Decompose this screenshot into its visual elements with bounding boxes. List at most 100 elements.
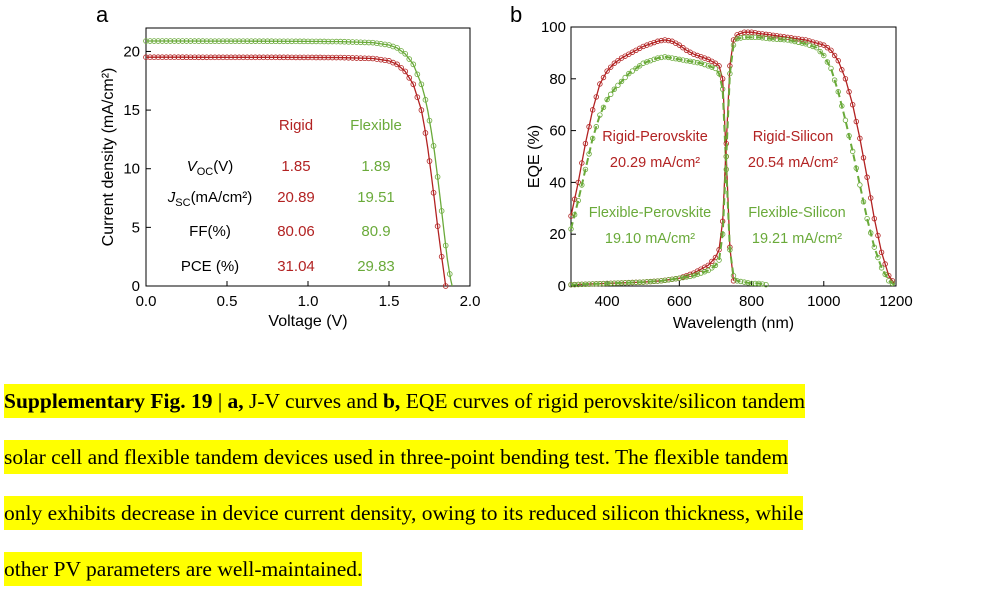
eqe-data-point [868,195,874,201]
jv-data-point [442,283,449,289]
jv-data-point [434,174,441,180]
eqe-data-point [633,279,639,286]
jv-data-point [325,38,332,45]
jv-data-point [155,54,161,61]
eqe-annotation-name: Rigid-Perovskite [602,129,708,145]
eqe-data-point [669,276,675,282]
x-tick-label-a: 0.5 [217,293,238,310]
jv-data-point [309,54,315,61]
eqe-data-point [810,43,816,50]
jv-data-point [418,81,425,88]
eqe-data-point [608,91,614,98]
jv-data-point [191,54,198,61]
x-axis-label-a: Voltage (V) [268,313,347,330]
x-axis-label-b: Wavelength (nm) [673,315,794,332]
jv-data-point [199,54,206,61]
eqe-data-point [803,41,809,47]
eqe-data-point [571,212,578,218]
eqe-data-point [716,63,722,69]
jv-data-point [252,54,259,61]
jv-data-point [321,54,328,61]
y-tick-label-a: 20 [123,43,140,60]
eqe-data-point [658,54,664,61]
jv-data-point [337,54,344,61]
jv-data-point [175,38,182,44]
jv-data-point [438,208,445,214]
panel-b-letter: b [510,2,522,27]
jv-data-point [353,39,360,45]
caption-line-2: solar cell and flexible tandem devices u… [4,429,990,485]
jv-data-point [276,54,283,61]
jv-data-point [333,38,340,45]
eqe-data-point [683,274,690,280]
eqe-data-point [651,39,657,46]
jv-data-point [345,54,352,61]
eqe-data-point [673,276,679,282]
jv-data-point [203,54,210,61]
jv-data-point [187,54,194,61]
eqe-data-point [589,281,596,287]
series-rigid-perovskite-eqe [568,37,737,284]
eqe-data-point [756,34,762,41]
eqe-data-point [687,58,693,65]
table-header-flexible: Flexible [350,117,402,134]
jv-data-point [418,107,425,113]
eqe-data-point [644,279,650,285]
jv-data-point [272,38,279,45]
eqe-data-point [875,232,881,239]
jv-data-point [410,61,417,68]
jv-data-point [224,38,230,44]
eqe-data-point [651,56,657,63]
jv-data-point [183,54,190,61]
jv-data-point [191,38,198,44]
eqe-data-point [835,89,841,95]
eqe-data-point [680,45,686,51]
x-tick-label-a: 0.0 [136,293,157,310]
eqe-data-point [582,166,589,173]
eqe-data-point [615,82,621,88]
eqe-data-point [691,51,697,57]
jv-data-point [382,57,388,64]
eqe-data-point [582,140,589,147]
jv-data-point [240,38,247,44]
eqe-data-point [593,281,599,287]
eqe-data-point [640,279,646,285]
eqe-data-point [799,36,805,43]
jv-data-point [228,54,234,61]
eqe-annotation-name: Flexible-Silicon [748,205,846,221]
eqe-data-point [846,89,852,95]
x-tick-label-b: 600 [667,293,692,310]
eqe-data-point [763,282,769,288]
jv-data-point [293,38,299,45]
jv-data-point [426,117,433,124]
eqe-data-point [824,59,831,65]
jv-data-point [301,38,307,45]
eqe-data-point [853,165,859,171]
jv-data-point [171,38,178,44]
eqe-data-point [723,153,729,160]
jv-data-point [216,54,222,61]
jv-data-point [305,38,311,45]
eqe-data-point [618,280,625,286]
eqe-data-point [571,196,578,202]
eqe-data-point [709,265,715,271]
eqe-data-point [857,135,863,142]
eqe-data-point [741,29,748,35]
figure-canvas: a 0.0 0.5 1.0 1.5 2.0 0 5 10 15 20 Voltage (V) Curre… [96,2,913,332]
eqe-data-point [579,160,585,166]
eqe-data-point [835,57,841,64]
jv-data-point [159,38,166,44]
eqe-data-point [568,282,574,288]
eqe-data-point [788,38,794,44]
jv-data-point [337,38,344,45]
eqe-data-point [712,262,719,268]
eqe-data-point [748,34,755,41]
eqe-data-point [636,63,643,69]
eqe-data-point [817,48,823,55]
eqe-data-point [738,35,744,41]
eqe-data-point [871,244,878,250]
jv-data-point [212,54,218,61]
eqe-data-point [694,271,701,278]
jv-data-point [272,54,279,61]
eqe-data-point [622,74,628,81]
